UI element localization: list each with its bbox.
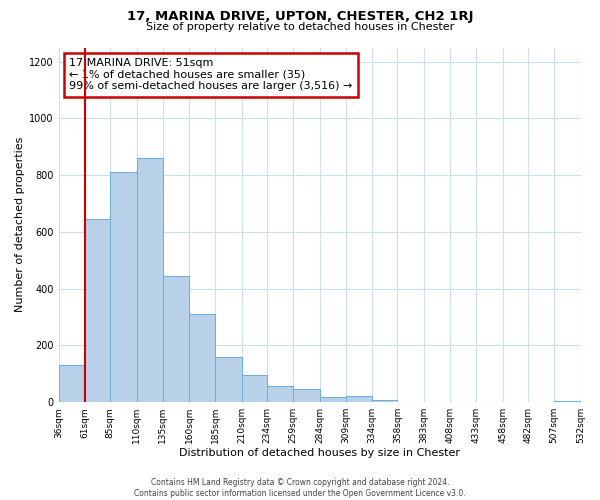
Text: 17, MARINA DRIVE, UPTON, CHESTER, CH2 1RJ: 17, MARINA DRIVE, UPTON, CHESTER, CH2 1R… (127, 10, 473, 23)
Bar (320, 397, 346, 402)
Bar (59, 365, 85, 402)
Text: 17 MARINA DRIVE: 51sqm
← 1% of detached houses are smaller (35)
99% of semi-deta: 17 MARINA DRIVE: 51sqm ← 1% of detached … (69, 58, 352, 92)
Bar (293, 390, 320, 402)
X-axis label: Distribution of detached houses by size in Chester: Distribution of detached houses by size … (179, 448, 460, 458)
Bar (163, 276, 189, 402)
Bar (372, 400, 397, 402)
Y-axis label: Number of detached properties: Number of detached properties (15, 137, 25, 312)
Bar (215, 356, 242, 402)
Bar (242, 375, 267, 402)
Text: Contains HM Land Registry data © Crown copyright and database right 2024.
Contai: Contains HM Land Registry data © Crown c… (134, 478, 466, 498)
Bar (110, 172, 137, 402)
Bar (137, 158, 163, 402)
Bar (189, 314, 215, 402)
Text: Size of property relative to detached houses in Chester: Size of property relative to detached ho… (146, 22, 454, 32)
Bar (267, 386, 293, 402)
Bar (554, 400, 581, 402)
Bar (85, 219, 110, 402)
Bar (346, 396, 372, 402)
